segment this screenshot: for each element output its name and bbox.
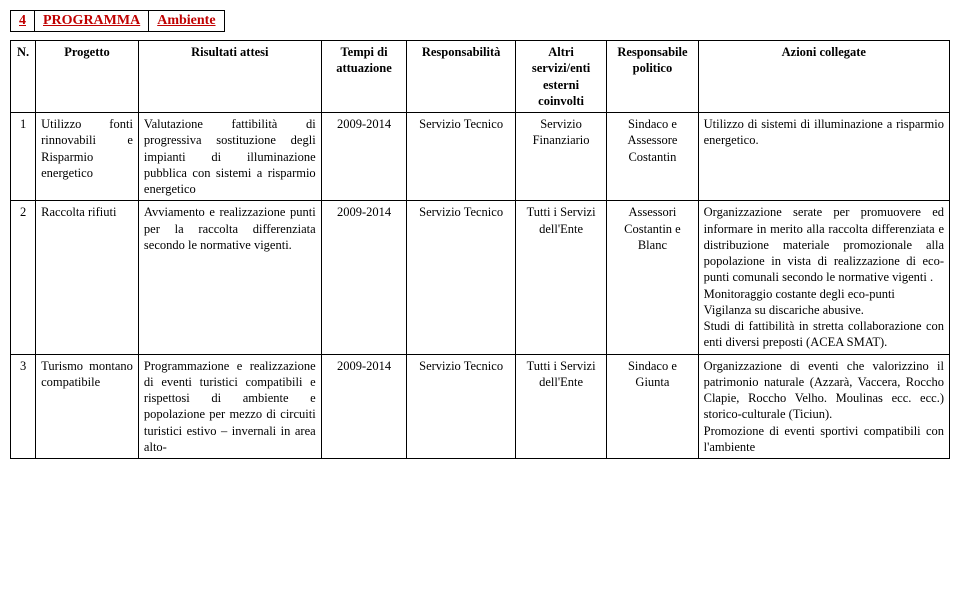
cell-risultati: Avviamento e realizzazione punti per la … [138,201,321,354]
cell-n: 3 [11,354,36,459]
header-tempi: Tempi di attuazione [321,41,407,113]
title-programma: PROGRAMMA [35,11,149,32]
title-bar: 4 PROGRAMMA Ambiente [10,10,225,32]
cell-altri: Servizio Finanziario [515,113,606,201]
header-responsabilita: Responsabilità [407,41,516,113]
cell-tempi: 2009-2014 [321,201,407,354]
title-num: 4 [11,11,35,32]
cell-resp-politico: Sindaco e Giunta [607,354,698,459]
table-row: 2 Raccolta rifiuti Avviamento e realizza… [11,201,950,354]
header-risultati: Risultati attesi [138,41,321,113]
title-ambiente: Ambiente [149,11,224,32]
cell-azioni: Organizzazione serate per promuovere ed … [698,201,949,354]
cell-azioni: Utilizzo di sistemi di illuminazione a r… [698,113,949,201]
cell-tempi: 2009-2014 [321,113,407,201]
header-azioni: Azioni collegate [698,41,949,113]
cell-risultati: Programmazione e realizzazione di eventi… [138,354,321,459]
header-resp-politico: Responsabile politico [607,41,698,113]
cell-progetto: Turismo montano compatibile [36,354,139,459]
table-row: 3 Turismo montano compatibile Programmaz… [11,354,950,459]
cell-responsabilita: Servizio Tecnico [407,201,516,354]
cell-resp-politico: Assessori Costantin e Blanc [607,201,698,354]
cell-progetto: Raccolta rifiuti [36,201,139,354]
main-table: N. Progetto Risultati attesi Tempi di at… [10,40,950,459]
cell-azioni: Organizzazione di eventi che valorizzino… [698,354,949,459]
cell-resp-politico: Sindaco e Assessore Costantin [607,113,698,201]
cell-n: 2 [11,201,36,354]
header-n: N. [11,41,36,113]
cell-responsabilita: Servizio Tecnico [407,113,516,201]
table-row: 1 Utilizzo fonti rinnovabili e Risparmio… [11,113,950,201]
cell-progetto: Utilizzo fonti rinnovabili e Risparmio e… [36,113,139,201]
header-row: N. Progetto Risultati attesi Tempi di at… [11,41,950,113]
cell-tempi: 2009-2014 [321,354,407,459]
cell-responsabilita: Servizio Tecnico [407,354,516,459]
cell-altri: Tutti i Servizi dell'Ente [515,354,606,459]
cell-risultati: Valutazione fattibilità di progressiva s… [138,113,321,201]
cell-altri: Tutti i Servizi dell'Ente [515,201,606,354]
table-body: 1 Utilizzo fonti rinnovabili e Risparmio… [11,113,950,459]
header-altri: Altri servizi/enti esterni coinvolti [515,41,606,113]
header-progetto: Progetto [36,41,139,113]
cell-n: 1 [11,113,36,201]
